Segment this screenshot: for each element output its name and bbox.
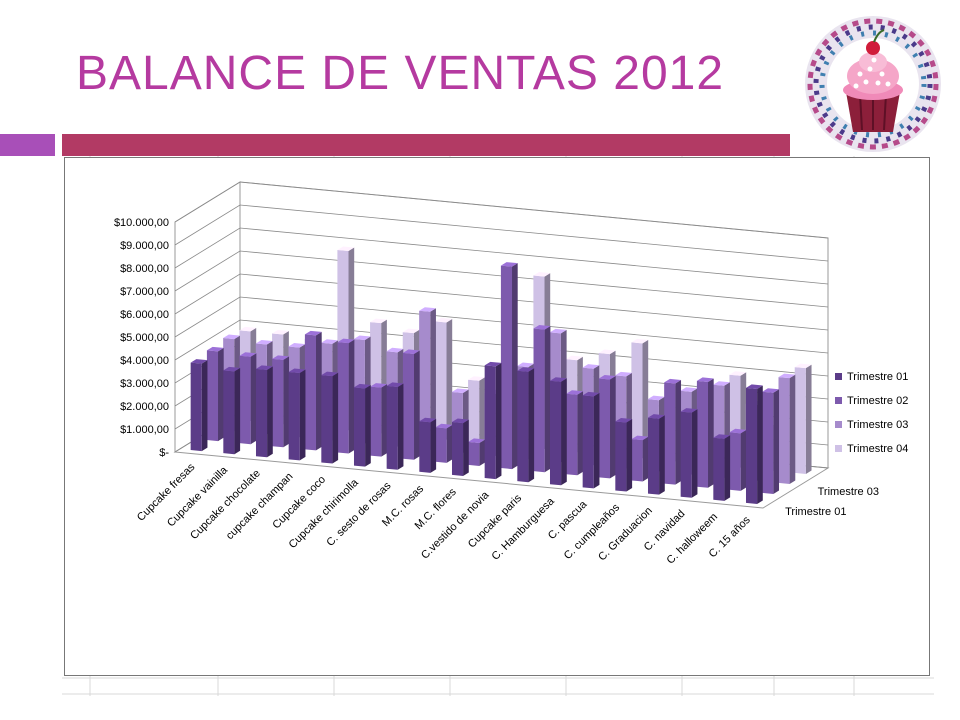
bar (582, 391, 600, 489)
bar (272, 355, 290, 448)
bar (321, 371, 339, 464)
bar (762, 388, 780, 494)
bar (729, 428, 747, 491)
bar (223, 366, 241, 455)
x-tick-label: cupcake champan (224, 471, 296, 543)
bar (664, 378, 682, 485)
bar (517, 367, 535, 483)
y-tick-label: $8.000,00 (120, 263, 169, 275)
accent-square (0, 134, 55, 156)
bar (696, 377, 714, 488)
bar (533, 325, 551, 473)
legend-label: Trimestre 02 (847, 395, 908, 407)
x-tick-label: C.vestido de novia (419, 489, 492, 562)
bar (337, 338, 355, 454)
bar (419, 417, 437, 473)
bar (615, 417, 633, 492)
y-tick-label: $9.000,00 (120, 240, 169, 252)
y-tick-label: $10.000,00 (114, 217, 169, 229)
bar (190, 359, 208, 452)
bar (468, 438, 486, 466)
legend-label: Trimestre 01 (847, 371, 908, 383)
bar (451, 418, 469, 476)
x-tick-label: C. sesto de rosas (324, 480, 393, 549)
y-tick-label: $6.000,00 (120, 309, 169, 321)
gridline (174, 273, 829, 331)
legend-label: Trimestre 03 (847, 419, 908, 431)
depth-axis-label: Trimestre 01 (785, 506, 846, 518)
depth-axis-label: Trimestre 03 (818, 486, 879, 498)
y-tick-label: $7.000,00 (120, 286, 169, 298)
bar (435, 317, 453, 440)
legend-swatch (835, 397, 842, 404)
bar (631, 338, 649, 459)
bar (794, 363, 812, 474)
gridline (174, 250, 829, 308)
y-tick-label: $5.000,00 (120, 332, 169, 344)
bar (386, 382, 404, 470)
bar (288, 368, 306, 461)
bar (353, 383, 371, 467)
x-tick-label: C. Hamburguesa (490, 495, 558, 563)
accent-bar (62, 134, 790, 156)
bar (647, 414, 665, 495)
bar (239, 352, 257, 445)
bar (419, 307, 436, 450)
legend-swatch (835, 421, 842, 428)
bar (566, 390, 584, 476)
bar (631, 435, 649, 482)
sales-chart: $- $1.000,00 $2.000,00 $3.000,00 $4.000,00 $5… (114, 181, 908, 567)
gridline (174, 181, 829, 239)
bar (680, 408, 698, 498)
bar (402, 349, 420, 460)
y-tick-label: $4.000,00 (120, 355, 169, 367)
bar (500, 262, 518, 470)
bar (484, 361, 502, 480)
bar (435, 423, 453, 463)
bar (255, 365, 273, 458)
bar (745, 384, 763, 504)
legend-swatch (835, 373, 842, 380)
y-tick-label: $2.000,00 (120, 401, 169, 413)
bar (598, 374, 616, 479)
y-tick-label: $3.000,00 (120, 378, 169, 390)
gridline (174, 227, 829, 285)
y-tick-label: $1.000,00 (120, 424, 169, 436)
bar (713, 434, 731, 501)
page-title: BALANCE DE VENTAS 2012 (76, 47, 725, 100)
legend-swatch (835, 445, 842, 452)
chart-frame: $- $1.000,00 $2.000,00 $3.000,00 $4.000,00 $5… (64, 157, 930, 676)
gridline (174, 296, 829, 354)
bar (778, 373, 796, 484)
bar (549, 377, 567, 486)
gridline (174, 204, 829, 262)
bar (304, 330, 322, 451)
cupcake-icon (805, 16, 941, 152)
y-tick-label: $- (159, 447, 169, 459)
bar (468, 376, 485, 443)
bar (206, 346, 224, 442)
x-tick-label: Cupcake vainilla (165, 464, 231, 530)
bar (370, 383, 388, 457)
legend-label: Trimestre 04 (847, 443, 908, 455)
